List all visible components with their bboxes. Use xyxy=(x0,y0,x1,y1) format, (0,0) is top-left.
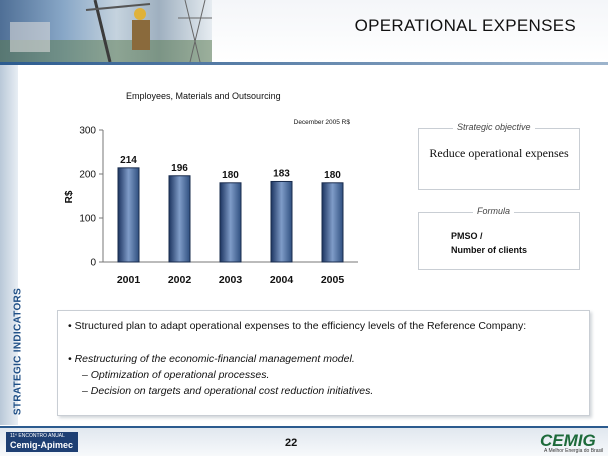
page-number: 22 xyxy=(285,437,298,449)
bar-value-label: 196 xyxy=(171,163,188,174)
bar-value-label: 183 xyxy=(273,168,290,179)
formula-line-2: Number of clients xyxy=(451,245,528,255)
sub-bullet-1: – Optimization of operational processes. xyxy=(82,369,270,381)
formula-heading: Formula xyxy=(473,206,515,216)
footer-divider xyxy=(0,426,608,428)
bar-2002 xyxy=(168,175,191,263)
bullet-item-1: • Structured plan to adapt operational e… xyxy=(68,320,527,332)
footer-band xyxy=(0,426,608,456)
event-logo-small: 11º ENCONTRO ANUAL xyxy=(10,433,65,439)
strategic-objective-box: Strategic objective Reduce operational e… xyxy=(418,122,580,190)
header-photo-graphic xyxy=(0,0,212,62)
sub-bullet-1-text: Optimization of operational processes. xyxy=(90,369,270,381)
chart-title: Employees, Materials and Outsourcing xyxy=(126,91,281,101)
brand-logo: CEMIG xyxy=(540,431,596,450)
header-divider xyxy=(0,62,608,65)
formula-text: PMSO / Number of clients xyxy=(451,229,527,257)
x-tick-label: 2002 xyxy=(168,274,192,286)
chart-note: December 2005 R$ xyxy=(294,119,351,126)
y-tick-label: 200 xyxy=(79,170,96,181)
bar-value-label: 180 xyxy=(324,170,341,181)
side-bar xyxy=(0,65,18,425)
sub-bullet-2: – Decision on targets and operational co… xyxy=(82,385,374,397)
brand-tagline: A Melhor Energia do Brasil xyxy=(544,448,604,454)
y-tick-label: 300 xyxy=(79,126,96,137)
page-title: OPERATIONAL EXPENSES xyxy=(354,16,576,35)
bullet-item-2: • Restructuring of the economic-financia… xyxy=(68,353,355,365)
header-photo xyxy=(0,0,212,62)
x-tick-label: 2004 xyxy=(270,274,294,286)
chart-inner-group: December 2005 R$ R$ 0 100 200 300 214 2001 19… xyxy=(64,119,358,286)
y-axis-label: R$ xyxy=(64,190,75,203)
x-tick-label: 2005 xyxy=(321,274,345,286)
bar-2001 xyxy=(117,167,140,263)
formula-line-1: PMSO / xyxy=(451,231,483,241)
strategic-objective-text: Reduce operational expenses xyxy=(429,146,569,160)
strategic-objective-heading: Strategic objective xyxy=(453,122,535,132)
bullet-item-1-text: Structured plan to adapt operational exp… xyxy=(74,320,527,332)
formula-box: Formula PMSO / Number of clients xyxy=(418,206,580,270)
event-logo: 11º ENCONTRO ANUAL Cemig-Apimec xyxy=(6,432,78,452)
bullets-box: • Structured plan to adapt operational e… xyxy=(57,310,590,416)
event-logo-name: Cemig-Apimec xyxy=(10,440,74,450)
y-tick-label: 0 xyxy=(90,258,96,269)
sub-bullet-2-text: Decision on targets and operational cost… xyxy=(90,385,374,397)
bullet-item-2-text: Restructuring of the economic-financial … xyxy=(74,353,355,365)
bar-value-label: 180 xyxy=(222,170,239,181)
x-tick-label: 2003 xyxy=(219,274,243,286)
bar-value-label: 214 xyxy=(120,155,137,166)
y-tick-label: 100 xyxy=(79,214,96,225)
bar-2004 xyxy=(270,180,293,263)
y-ticks: 0 100 200 300 xyxy=(79,126,103,269)
bar-2005 xyxy=(321,182,344,263)
bar-2003 xyxy=(219,182,242,263)
bars: 214 2001 196 2002 180 2003 183 2004 180 2005 xyxy=(117,155,345,286)
x-tick-label: 2001 xyxy=(117,274,141,286)
